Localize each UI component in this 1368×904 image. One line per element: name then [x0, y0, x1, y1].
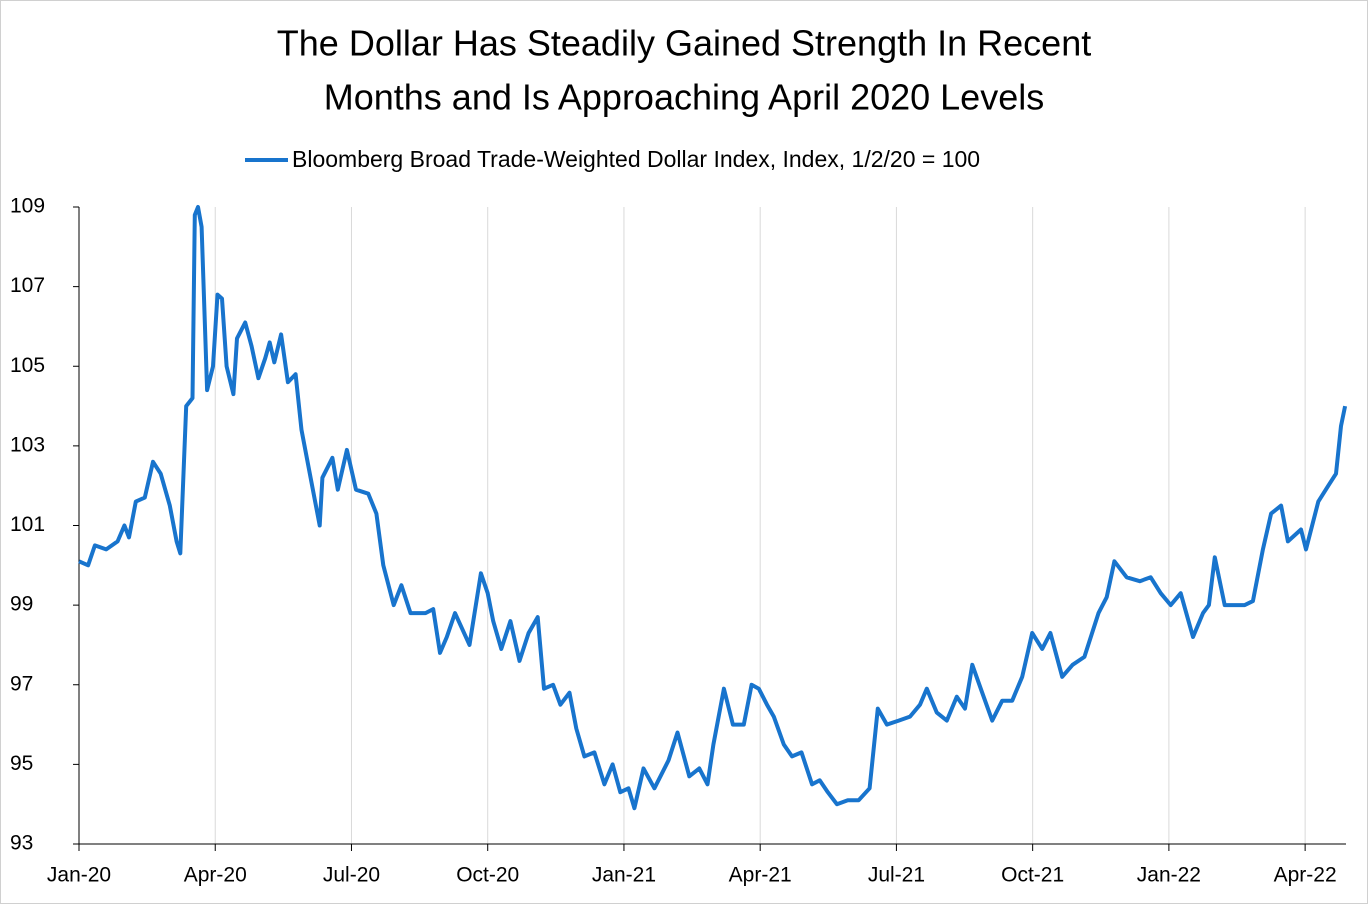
x-tick-label: Apr-20 — [184, 864, 247, 887]
line-series — [78, 205, 1348, 811]
x-tick-label: Jul-21 — [868, 864, 925, 887]
y-tick-label: 99 — [10, 593, 33, 616]
y-tick-label: 109 — [10, 195, 45, 218]
x-tick-label: Apr-21 — [729, 864, 792, 887]
x-tick-label: Jan-22 — [1137, 864, 1201, 887]
legend-label: Bloomberg Broad Trade-Weighted Dollar In… — [292, 146, 980, 172]
x-tick-label: Jan-20 — [47, 864, 111, 887]
x-tick-label: Oct-20 — [456, 864, 519, 887]
y-tick-label: 101 — [10, 513, 45, 536]
y-tick-label: 97 — [10, 672, 33, 695]
y-tick-label: 95 — [10, 752, 33, 775]
chart-title: Months and Is Approaching April 2020 Lev… — [324, 77, 1044, 118]
y-tick-label: 107 — [10, 274, 45, 297]
chart-title: The Dollar Has Steadily Gained Strength … — [277, 23, 1091, 64]
y-tick-label: 103 — [10, 433, 45, 456]
x-tick-label: Apr-22 — [1274, 864, 1337, 887]
y-tick-label: 105 — [10, 354, 45, 377]
x-tick-label: Jul-20 — [323, 864, 380, 887]
x-tick-label: Jan-21 — [592, 864, 656, 887]
y-tick-label: 93 — [10, 832, 33, 855]
x-tick-label: Oct-21 — [1001, 864, 1064, 887]
